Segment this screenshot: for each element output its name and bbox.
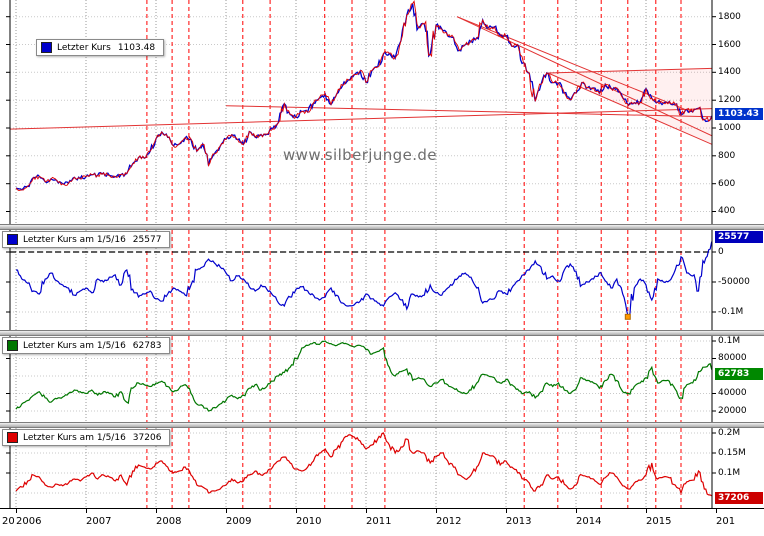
x-tick (16, 509, 17, 513)
x-axis-label: 2011 (366, 516, 392, 527)
price-panel: Letzter Kurs 1103.48 www.silberjunge.de … (0, 0, 764, 224)
legend-swatch-green-icon (7, 340, 18, 351)
legend-value: 62783 (132, 340, 162, 351)
panel-splitter[interactable] (0, 224, 764, 230)
last-value-badge: 25577 (715, 231, 763, 243)
watermark: www.silberjunge.de (283, 146, 437, 164)
legend-short[interactable]: Letzter Kurs am 1/5/16 37206 (2, 429, 171, 446)
legend-long[interactable]: Letzter Kurs am 1/5/16 62783 (2, 337, 171, 354)
x-tick (366, 509, 367, 513)
legend-label: Letzter Kurs am 1/5/16 (23, 432, 126, 443)
last-value-badge: 37206 (715, 492, 763, 505)
x-tick (506, 509, 507, 513)
x-axis-label: 20 (1, 516, 15, 527)
x-axis-label: 2006 (16, 516, 42, 527)
panel-splitter[interactable] (0, 422, 764, 428)
cot-net-plot[interactable] (0, 230, 764, 330)
x-axis-label: 201 (716, 516, 736, 527)
legend-swatch-blue-icon (7, 234, 18, 245)
legend-value: 1103.48 (117, 42, 156, 53)
x-axis-label: 2015 (646, 516, 672, 527)
legend-swatch-red-icon (7, 432, 18, 443)
long-positions-panel: Letzter Kurs am 1/5/16 62783 0.1M 80000 40… (0, 336, 764, 422)
x-axis-label: 2014 (576, 516, 602, 527)
x-axis-label: 2007 (86, 516, 112, 527)
x-tick (436, 509, 437, 513)
x-axis-label: 2010 (296, 516, 322, 527)
last-price-badge: 1103.43 (715, 107, 763, 120)
legend-price[interactable]: Letzter Kurs 1103.48 (36, 39, 165, 56)
x-axis-label: 2008 (156, 516, 182, 527)
x-tick (716, 509, 717, 513)
x-tick (86, 509, 87, 513)
legend-value: 37206 (132, 432, 162, 443)
x-tick (226, 509, 227, 513)
short-positions-panel: Letzter Kurs am 1/5/16 37206 0.2M 0.15M 0.… (0, 428, 764, 508)
legend-swatch-blue-icon (41, 42, 52, 53)
cot-net-panel: Letzter Kurs am 1/5/16 25577 0 -50000 -0.1… (0, 230, 764, 330)
panel-splitter[interactable] (0, 330, 764, 336)
x-tick (156, 509, 157, 513)
legend-label: Letzter Kurs am 1/5/16 (23, 340, 126, 351)
legend-label: Letzter Kurs (57, 42, 111, 53)
x-axis-label: 2012 (436, 516, 462, 527)
legend-cot-net[interactable]: Letzter Kurs am 1/5/16 25577 (2, 231, 171, 248)
last-value-badge: 62783 (715, 367, 763, 380)
x-tick (296, 509, 297, 513)
x-tick (646, 509, 647, 513)
price-plot[interactable] (0, 0, 764, 224)
x-axis-label: 2009 (226, 516, 252, 527)
legend-value: 25577 (132, 234, 162, 245)
x-tick (576, 509, 577, 513)
x-axis: 20 2006 2007 2008 2009 2010 2011 2012 2013 2014 20… (0, 508, 764, 536)
x-axis-label: 2013 (506, 516, 532, 527)
legend-label: Letzter Kurs am 1/5/16 (23, 234, 126, 245)
